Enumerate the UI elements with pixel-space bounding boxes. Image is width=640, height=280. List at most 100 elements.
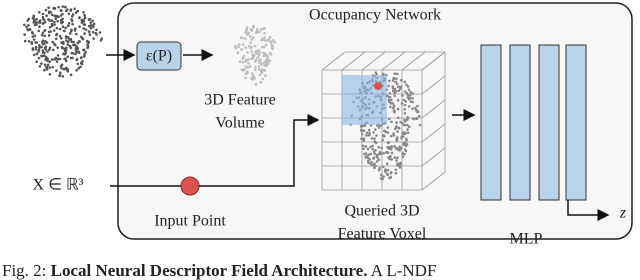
point	[268, 59, 272, 62]
point	[91, 19, 95, 23]
point	[69, 73, 73, 77]
point	[35, 52, 39, 56]
point	[406, 128, 409, 131]
point	[71, 13, 75, 16]
point	[38, 46, 41, 49]
point	[374, 128, 377, 131]
point	[34, 45, 38, 49]
point	[50, 58, 54, 61]
point	[77, 67, 80, 70]
point	[246, 33, 250, 36]
point	[34, 21, 38, 24]
point	[375, 72, 378, 76]
grid-line	[421, 99, 446, 119]
point	[35, 17, 38, 21]
point	[251, 75, 255, 78]
point	[271, 44, 275, 48]
point	[80, 18, 84, 22]
point	[25, 25, 28, 29]
point	[389, 134, 393, 138]
point	[61, 75, 65, 78]
point	[58, 57, 62, 61]
point	[40, 33, 44, 37]
point	[244, 65, 248, 68]
point	[258, 30, 261, 34]
point	[361, 144, 365, 148]
point	[53, 23, 56, 26]
point	[92, 37, 95, 40]
point	[397, 164, 400, 167]
point	[250, 57, 253, 60]
caption-prefix: Fig. 2:	[2, 261, 51, 280]
point	[401, 155, 405, 159]
point	[50, 13, 54, 17]
point	[43, 46, 47, 50]
point	[368, 131, 371, 135]
point	[396, 162, 400, 165]
point	[74, 11, 78, 14]
point	[263, 52, 267, 55]
point	[392, 77, 396, 81]
point	[394, 80, 397, 84]
point	[30, 42, 34, 45]
point	[411, 97, 414, 100]
point	[254, 68, 257, 72]
point	[240, 48, 243, 51]
point	[55, 14, 59, 18]
point	[260, 38, 263, 42]
point	[76, 9, 80, 13]
point	[34, 48, 38, 51]
point	[368, 158, 372, 161]
point	[83, 13, 86, 17]
point	[48, 26, 52, 29]
point	[249, 35, 252, 38]
point	[372, 131, 375, 134]
point	[38, 19, 42, 22]
point	[241, 57, 244, 60]
point	[43, 68, 46, 72]
point	[262, 27, 266, 30]
point	[28, 28, 32, 32]
point	[255, 49, 258, 53]
point	[406, 95, 410, 99]
point	[67, 12, 71, 16]
point	[78, 25, 81, 28]
point	[411, 100, 414, 104]
point	[252, 74, 255, 78]
point	[251, 36, 255, 39]
point	[236, 51, 239, 54]
point	[59, 8, 63, 12]
point	[76, 41, 80, 45]
point	[265, 63, 269, 67]
point	[414, 106, 417, 110]
point	[403, 112, 407, 115]
point	[254, 31, 258, 34]
point	[415, 109, 419, 112]
point	[369, 145, 372, 149]
point	[60, 66, 63, 70]
point	[58, 71, 62, 75]
point	[246, 66, 250, 69]
point	[55, 60, 59, 63]
point	[75, 57, 79, 61]
point	[66, 36, 70, 39]
point	[386, 151, 390, 154]
point	[234, 46, 238, 50]
point	[399, 162, 402, 166]
point	[369, 162, 373, 166]
point	[73, 43, 77, 47]
point	[241, 60, 245, 64]
point	[66, 55, 70, 58]
point	[252, 26, 255, 30]
point	[55, 69, 58, 72]
point	[87, 18, 91, 21]
point	[75, 32, 78, 36]
point	[242, 54, 246, 58]
point	[269, 53, 273, 56]
mlp-label: MLP	[510, 231, 543, 248]
point	[259, 61, 263, 65]
point	[386, 131, 390, 134]
point	[256, 56, 259, 60]
point	[63, 29, 66, 33]
point	[383, 168, 387, 172]
